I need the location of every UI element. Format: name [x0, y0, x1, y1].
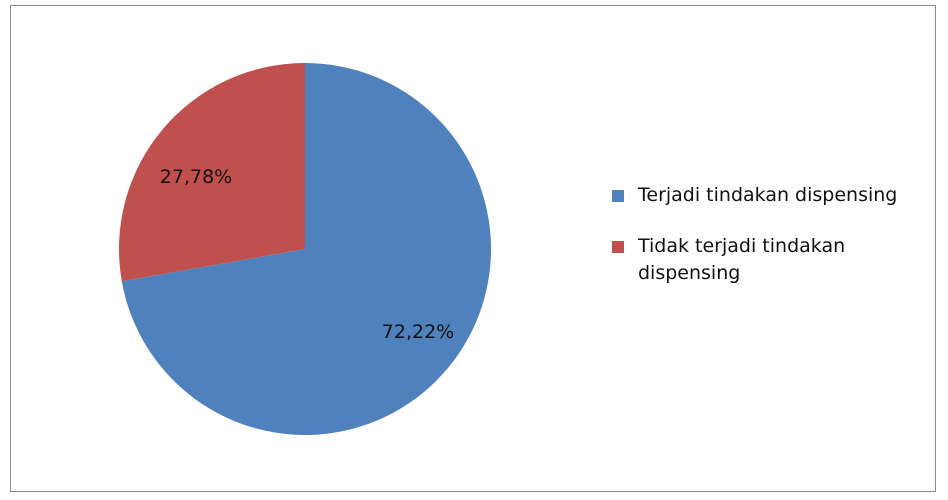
pie-slice-tidak-terjadi-tindakan-dispensing — [119, 63, 306, 282]
legend-item-terjadi: Terjadi tindakan dispensing — [612, 182, 932, 209]
data-label-terjadi: 72,22% — [382, 321, 454, 343]
legend-item-tidak-terjadi: Tidak terjadi tindakan dispensing — [612, 233, 932, 287]
legend-label-terjadi: Terjadi tindakan dispensing — [638, 184, 898, 206]
legend-swatch-red — [612, 241, 624, 253]
legend-label-tidak-terjadi: Tidak terjadi tindakan dispensing — [638, 235, 846, 284]
pie-slice-terjadi-tindakan-dispensing — [121, 63, 492, 436]
legend-swatch-blue — [612, 190, 624, 202]
legend: Terjadi tindakan dispensing Tidak terjad… — [612, 182, 932, 311]
data-label-tidak-terjadi: 27,78% — [160, 166, 232, 188]
